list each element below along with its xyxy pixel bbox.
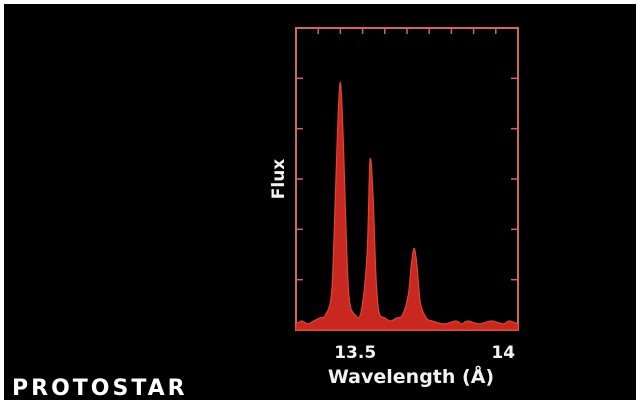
x-ticks-top [317,28,497,34]
x-axis-label: Wavelength (Å) [328,364,494,388]
y-ticks-right [511,77,518,281]
spectrum-area [295,81,519,331]
figure-frame: 13.5 14 Flux Wavelength (Å) PROTOSTAR [4,4,636,400]
y-ticks-left [296,77,303,281]
plot-frame [295,27,519,331]
caption-label: PROTOSTAR [12,376,188,400]
spectrum-chart: 13.5 14 Flux Wavelength (Å) [269,27,519,388]
x-tick-labels: 13.5 14 [334,343,515,363]
x-tick-label: 14 [491,343,515,363]
x-tick-label: 13.5 [334,343,376,363]
y-axis-label: Flux [269,159,289,200]
